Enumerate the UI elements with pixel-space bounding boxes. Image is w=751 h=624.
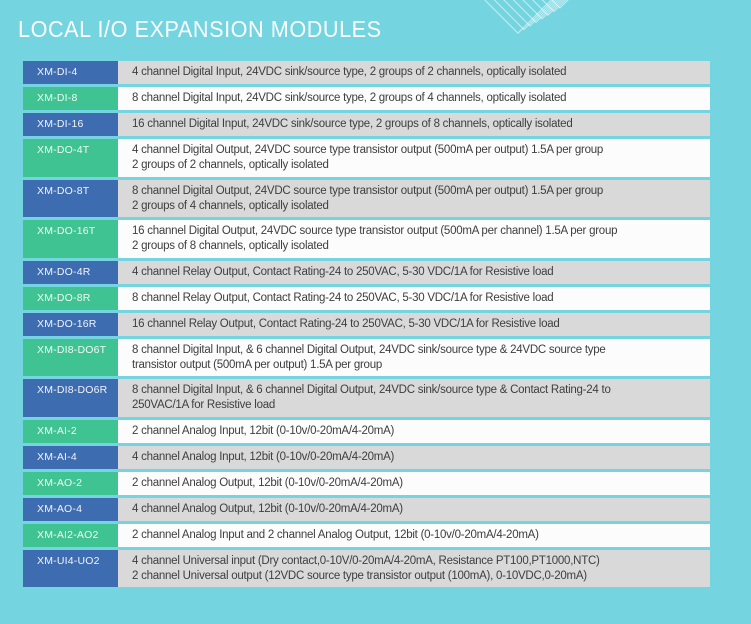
- table-row: XM-AI-2 2 channel Analog Input, 12bit (0…: [23, 419, 710, 443]
- module-description: 16 channel Digital Input, 24VDC sink/sou…: [118, 113, 710, 136]
- table-row: XM-DO-4R 4 channel Relay Output, Contact…: [23, 260, 710, 284]
- table-row: XM-DO-16R 16 channel Relay Output, Conta…: [23, 312, 710, 336]
- page-title: LOCAL I/O EXPANSION MODULES: [18, 16, 382, 42]
- table-row: XM-DO-8R 8 channel Relay Output, Contact…: [23, 286, 710, 310]
- table-row: XM-DO-8T 8 channel Digital Output, 24VDC…: [23, 179, 710, 217]
- module-description: 4 channel Analog Input, 12bit (0-10v/0-2…: [118, 445, 710, 469]
- modules-table: XM-DI-4 4 channel Digital Input, 24VDC s…: [23, 61, 710, 587]
- module-badge: XM-DI-16: [23, 113, 118, 136]
- module-badge: XM-DI8-DO6T: [23, 338, 118, 376]
- table-row: XM-AI-4 4 channel Analog Input, 12bit (0…: [23, 445, 710, 469]
- module-description: 16 channel Relay Output, Contact Rating-…: [118, 312, 710, 336]
- module-badge: XM-DO-4R: [23, 260, 118, 284]
- table-row: XM-DO-4T 4 channel Digital Output, 24VDC…: [23, 139, 710, 177]
- module-description: 8 channel Digital Input, 24VDC sink/sour…: [118, 87, 710, 110]
- module-description: 8 channel Digital Output, 24VDC source t…: [118, 179, 710, 217]
- table-row: XM-DI-8 8 channel Digital Input, 24VDC s…: [23, 87, 710, 110]
- table-row: XM-DI8-DO6R 8 channel Digital Input, & 6…: [23, 379, 710, 417]
- module-description: 4 channel Digital Input, 24VDC sink/sour…: [118, 61, 710, 84]
- module-badge: XM-DO-8R: [23, 286, 118, 310]
- table-row: XM-AO-2 2 channel Analog Output, 12bit (…: [23, 471, 710, 495]
- module-description: 4 channel Relay Output, Contact Rating-2…: [118, 260, 710, 284]
- module-badge: XM-DI-4: [23, 61, 118, 84]
- module-badge: XM-DO-16R: [23, 312, 118, 336]
- module-badge: XM-UI4-UO2: [23, 549, 118, 587]
- table-row: XM-DI-4 4 channel Digital Input, 24VDC s…: [23, 61, 710, 84]
- module-badge: XM-DO-16T: [23, 220, 118, 258]
- module-badge: XM-AO-2: [23, 471, 118, 495]
- module-badge: XM-AI-4: [23, 445, 118, 469]
- module-description: 2 channel Analog Input, 12bit (0-10v/0-2…: [118, 419, 710, 443]
- module-description: 8 channel Digital Input, & 6 channel Dig…: [118, 338, 710, 376]
- table-row: XM-DI-16 16 channel Digital Input, 24VDC…: [23, 113, 710, 136]
- nested-squares-decoration-icon: [468, 0, 610, 34]
- module-description: 8 channel Digital Input, & 6 channel Dig…: [118, 379, 710, 417]
- module-badge: XM-AI-2: [23, 419, 118, 443]
- module-description: 2 channel Analog Output, 12bit (0-10v/0-…: [118, 471, 710, 495]
- module-badge: XM-DO-4T: [23, 139, 118, 177]
- table-row: XM-AI2-AO2 2 channel Analog Input and 2 …: [23, 523, 710, 547]
- module-badge: XM-DO-8T: [23, 179, 118, 217]
- module-description: 16 channel Digital Output, 24VDC source …: [118, 220, 710, 258]
- module-description: 8 channel Relay Output, Contact Rating-2…: [118, 286, 710, 310]
- module-description: 4 channel Universal input (Dry contact,0…: [118, 549, 710, 587]
- table-row: XM-AO-4 4 channel Analog Output, 12bit (…: [23, 497, 710, 521]
- module-badge: XM-AI2-AO2: [23, 523, 118, 547]
- module-badge: XM-DI8-DO6R: [23, 379, 118, 417]
- module-badge: XM-AO-4: [23, 497, 118, 521]
- table-row: XM-DI8-DO6T 8 channel Digital Input, & 6…: [23, 338, 710, 376]
- table-row: XM-DO-16T 16 channel Digital Output, 24V…: [23, 220, 710, 258]
- module-badge: XM-DI-8: [23, 87, 118, 110]
- module-description: 4 channel Analog Output, 12bit (0-10v/0-…: [118, 497, 710, 521]
- module-description: 4 channel Digital Output, 24VDC source t…: [118, 139, 710, 177]
- module-description: 2 channel Analog Input and 2 channel Ana…: [118, 523, 710, 547]
- table-row: XM-UI4-UO2 4 channel Universal input (Dr…: [23, 549, 710, 587]
